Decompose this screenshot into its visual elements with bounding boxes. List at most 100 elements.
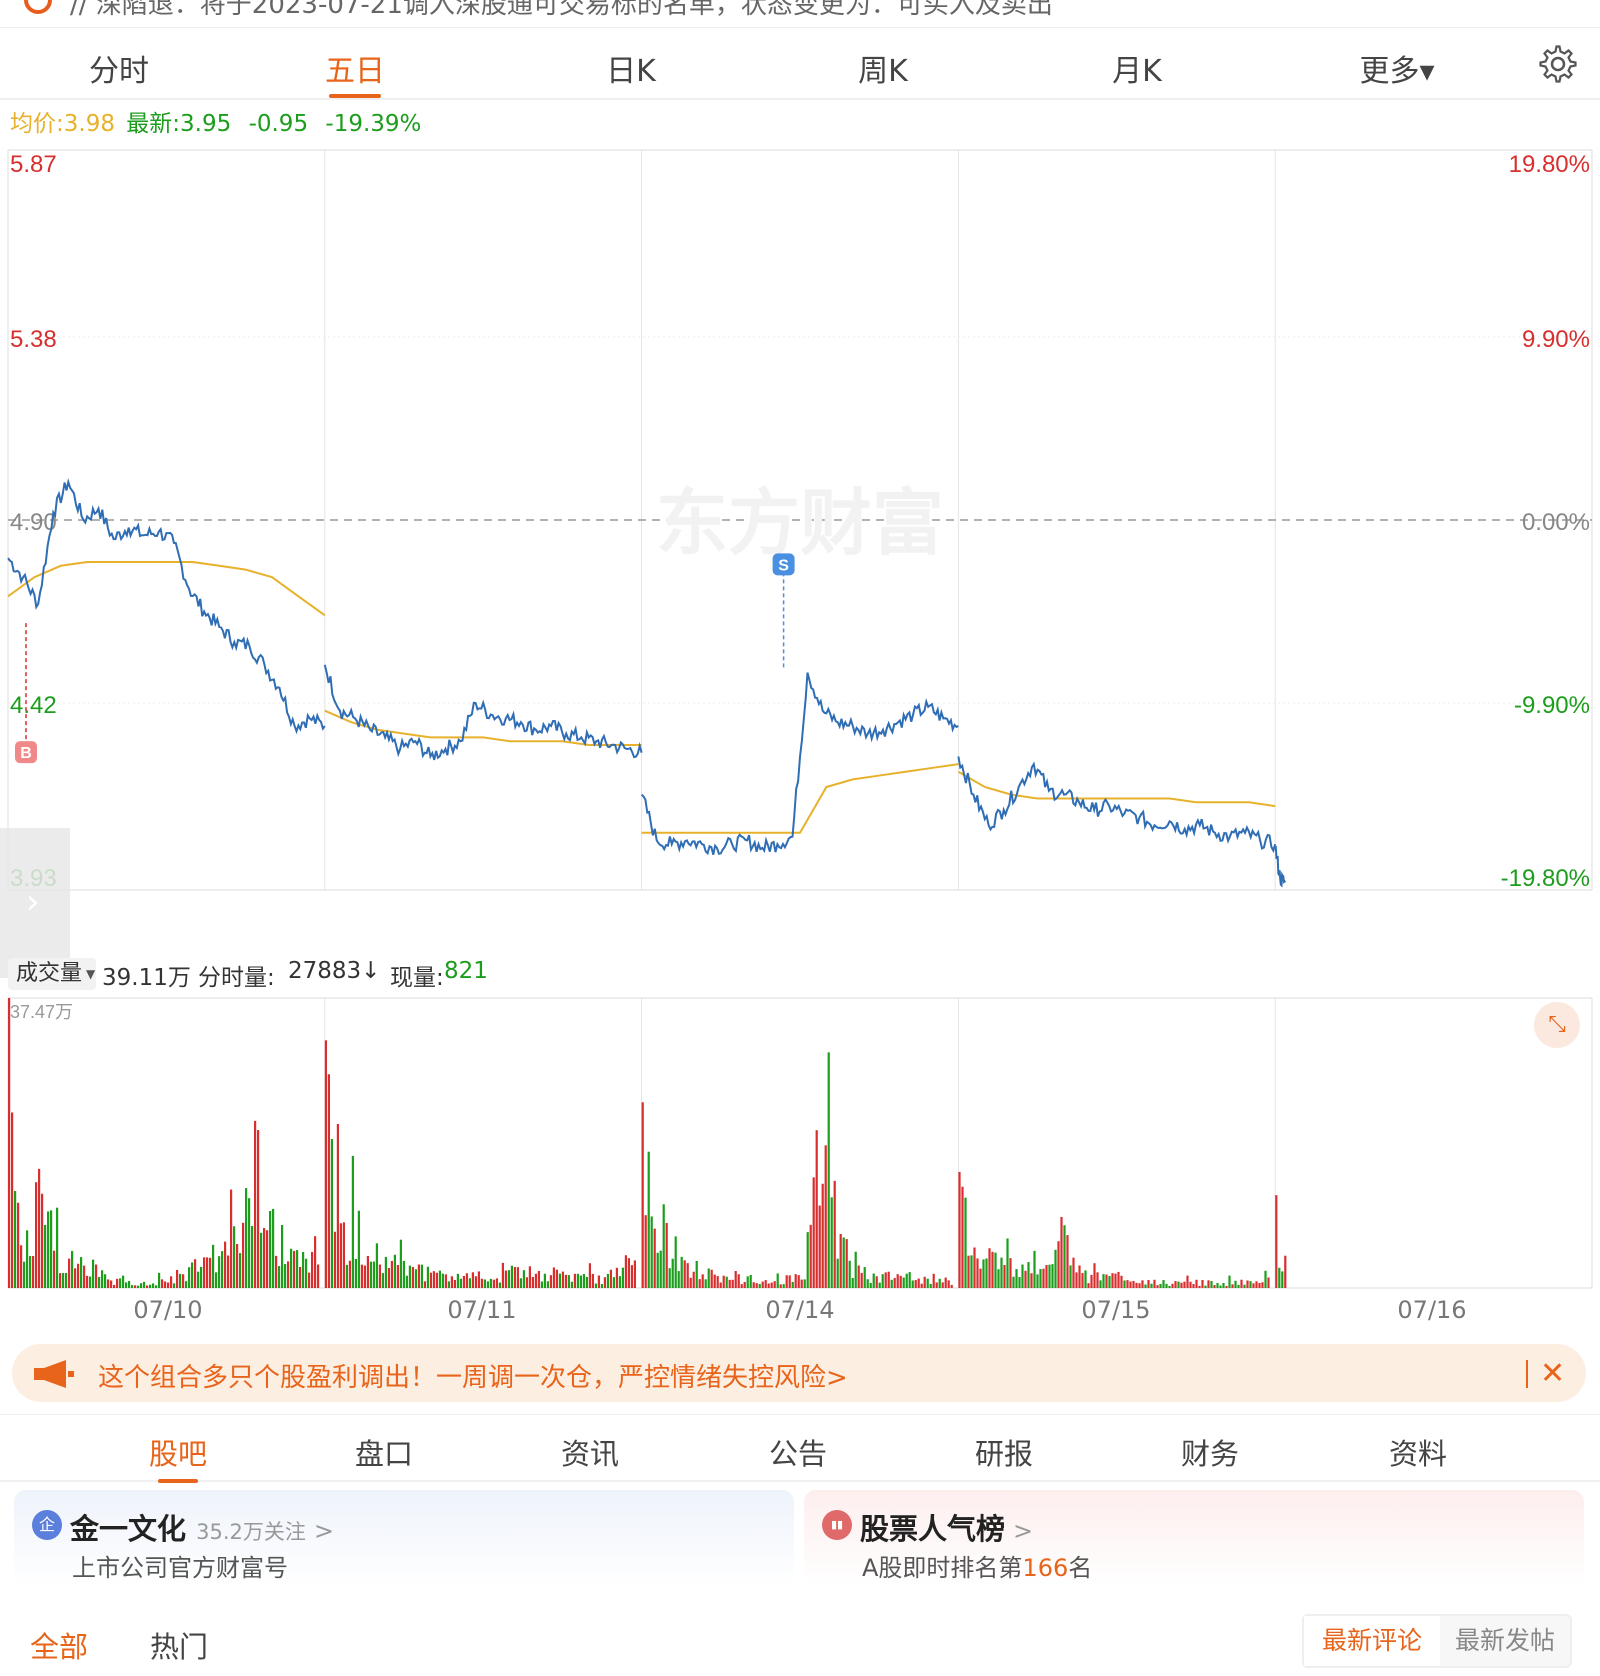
volume-bar — [462, 1275, 465, 1288]
tab-wuri[interactable]: 五日 — [280, 46, 430, 98]
company-card-subtitle: 上市公司官方财富号 — [72, 1554, 288, 1582]
notification-bar[interactable]: // 深陷退：将于2023-07-21调入深股通可交易标的名单，状态变更为：可买… — [0, 0, 1600, 28]
volume-bar — [59, 1273, 62, 1288]
volume-bar — [444, 1274, 447, 1288]
volume-bar — [101, 1270, 104, 1288]
volume-bar — [1189, 1281, 1192, 1288]
volume-bar — [131, 1285, 134, 1288]
price-info-bar: 均价:3.98 最新:3.95 -0.95 -19.39% — [10, 104, 421, 138]
tab-gonggao[interactable]: 公告 — [768, 1437, 827, 1471]
post-filter-tabs: 全部 热门 — [0, 1612, 1600, 1676]
volume-bar — [170, 1276, 173, 1288]
volume-bar — [887, 1271, 890, 1288]
volume-bar — [1249, 1281, 1252, 1288]
volume-bar — [609, 1269, 612, 1288]
volume-bar — [612, 1277, 615, 1288]
volume-bar — [812, 1177, 815, 1288]
volume-bar — [797, 1275, 800, 1288]
volume-bar — [206, 1257, 209, 1288]
volume-bar — [695, 1260, 698, 1288]
popularity-rank-card[interactable]: ▮▮ 股票人气榜 > A股即时排名第166名 — [804, 1490, 1584, 1586]
volume-bar — [1162, 1280, 1165, 1288]
volume-bar — [1069, 1265, 1072, 1288]
volume-bar — [1036, 1274, 1039, 1288]
volume-bar — [38, 1168, 41, 1288]
notification-text: // 深陷退：将于2023-07-21调入深股通可交易标的名单，状态变更为：可买… — [70, 0, 1053, 20]
promo-banner[interactable]: 这个组合多只个股盈利调出！一周调一次仓，严控情绪失控风险> ✕ — [12, 1344, 1586, 1402]
price-axis-label: 5.38 — [10, 326, 57, 353]
settings-gear-icon[interactable] — [1538, 44, 1578, 84]
volume-bar — [1003, 1264, 1006, 1288]
close-icon[interactable]: ✕ — [1540, 1356, 1566, 1391]
volume-indicator-select[interactable]: 成交量 ▼ — [8, 958, 96, 990]
volume-bar — [884, 1272, 887, 1288]
volume-bar — [333, 1231, 336, 1288]
filter-all[interactable]: 全部 — [30, 1630, 89, 1664]
volume-bar — [950, 1284, 953, 1288]
volume-bar — [507, 1270, 510, 1288]
volume-bar — [905, 1273, 908, 1288]
side-expand-button[interactable]: › — [0, 828, 70, 978]
volume-bar — [354, 1258, 357, 1288]
volume-bar — [579, 1275, 582, 1288]
volume-bar — [92, 1259, 95, 1288]
volume-bar — [233, 1226, 236, 1288]
volume-bar — [429, 1272, 432, 1288]
volume-bar — [302, 1252, 305, 1288]
volume-bar — [194, 1259, 197, 1288]
volume-bar — [179, 1273, 182, 1288]
tab-fenshi[interactable]: 分时 — [89, 54, 149, 89]
volume-bar — [1021, 1264, 1024, 1288]
tab-guba[interactable]: 股吧 — [118, 1431, 238, 1483]
volume-chart[interactable]: 37.47万 — [0, 992, 1600, 1292]
tab-zixun[interactable]: 资讯 — [560, 1437, 619, 1471]
five-day-price-chart[interactable]: 5.875.384.904.423.9319.80%9.90%0.00%-9.9… — [0, 138, 1600, 956]
xaxis-label-0710: 07/10 — [133, 1296, 203, 1324]
volume-bar — [263, 1228, 266, 1288]
volume-bar — [728, 1279, 731, 1288]
volume-bar — [53, 1250, 56, 1288]
volume-bar — [116, 1278, 119, 1288]
tab-more[interactable]: 更多▾ — [1359, 54, 1435, 89]
volume-bar — [674, 1236, 677, 1288]
volume-bar — [402, 1260, 405, 1288]
bar-chart-icon: ▮▮ — [822, 1510, 852, 1540]
volume-bar — [767, 1283, 770, 1288]
volume-bar — [567, 1275, 570, 1288]
tab-yuek[interactable]: 月K — [1112, 54, 1162, 89]
buy-marker — [15, 741, 37, 764]
tab-zhouk[interactable]: 周K — [858, 54, 908, 89]
price-change: -0.95 — [248, 111, 309, 137]
volume-bar — [266, 1230, 269, 1288]
tab-ziliao[interactable]: 资料 — [1388, 1437, 1447, 1471]
sort-latest-comment[interactable]: 最新评论 — [1304, 1616, 1440, 1666]
volume-bar — [944, 1277, 947, 1288]
volume-bar — [396, 1265, 399, 1288]
expand-chart-icon[interactable]: ⤡ — [1534, 1002, 1580, 1048]
tab-yanbao[interactable]: 研报 — [974, 1437, 1033, 1471]
volume-bar — [743, 1281, 746, 1288]
volume-bar — [357, 1210, 360, 1288]
tab-pankou[interactable]: 盘口 — [354, 1437, 413, 1471]
sell-marker — [772, 553, 795, 576]
filter-hot[interactable]: 热门 — [150, 1630, 209, 1664]
tab-caiwu[interactable]: 财务 — [1180, 1437, 1239, 1471]
volume-bar — [890, 1279, 893, 1288]
volume-bar — [734, 1270, 737, 1288]
tab-rik[interactable]: 日K — [606, 54, 656, 89]
promo-banner-text[interactable]: 这个组合多只个股盈利调出！一周调一次仓，严控情绪失控风险> — [98, 1363, 848, 1393]
volume-bar — [1198, 1285, 1201, 1288]
volume-bar — [770, 1282, 773, 1288]
volume-bar — [1150, 1283, 1153, 1288]
volume-bar — [1246, 1280, 1249, 1288]
volume-bar — [1144, 1284, 1147, 1288]
volume-bar — [1141, 1280, 1144, 1288]
volume-bar — [624, 1255, 627, 1288]
caret-down-icon: ▼ — [86, 967, 96, 981]
volume-bar — [348, 1260, 351, 1288]
volume-bar — [11, 1112, 14, 1288]
sort-latest-post[interactable]: 最新发帖 — [1454, 1626, 1555, 1655]
company-official-card[interactable]: 企 金一文化 35.2万关注 > 上市公司官方财富号 — [14, 1490, 794, 1586]
volume-bar — [540, 1281, 543, 1288]
volume-bar — [761, 1281, 764, 1288]
